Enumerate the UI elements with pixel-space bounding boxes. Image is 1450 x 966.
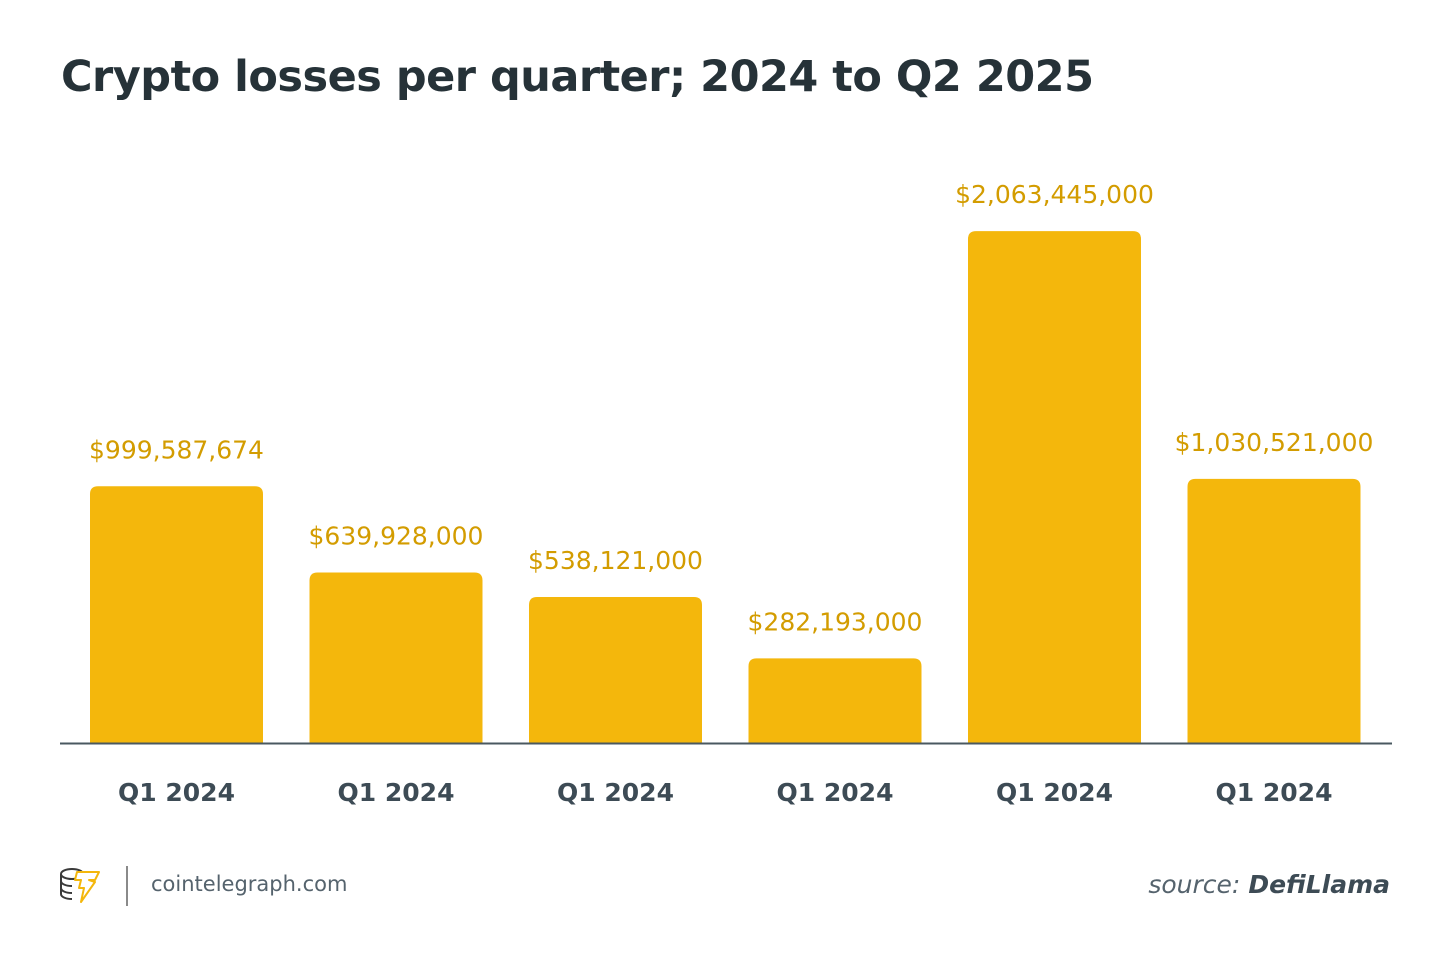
data-label: $639,928,000 — [309, 522, 484, 551]
source-name: DefiLlama — [1248, 870, 1390, 899]
bar — [309, 572, 483, 743]
source-prefix: source: — [1148, 870, 1241, 899]
bar — [748, 658, 922, 743]
bar — [968, 231, 1141, 743]
x-tick-label: Q1 2024 — [996, 778, 1113, 807]
source-credit: source: DefiLlama — [1148, 870, 1390, 899]
data-label: $538,121,000 — [528, 546, 703, 575]
bar — [90, 486, 263, 743]
x-tick-label: Q1 2024 — [118, 778, 235, 807]
data-label: $2,063,445,000 — [955, 180, 1154, 209]
data-label: $1,030,521,000 — [1175, 428, 1374, 457]
data-label: $282,193,000 — [748, 607, 923, 636]
bar — [529, 596, 702, 743]
x-tick-label: Q1 2024 — [1216, 778, 1333, 807]
x-tick-label: Q1 2024 — [777, 778, 894, 807]
x-tick-label: Q1 2024 — [338, 778, 455, 807]
cointelegraph-logo — [59, 866, 103, 910]
bar — [1187, 478, 1361, 743]
x-tick-label: Q1 2024 — [557, 778, 674, 807]
chart-title: Crypto losses per quarter; 2024 to Q2 20… — [61, 52, 1094, 102]
footer-site-link: cointelegraph.com — [151, 872, 348, 896]
data-label: $999,587,674 — [89, 435, 264, 464]
footer-divider — [126, 866, 128, 906]
